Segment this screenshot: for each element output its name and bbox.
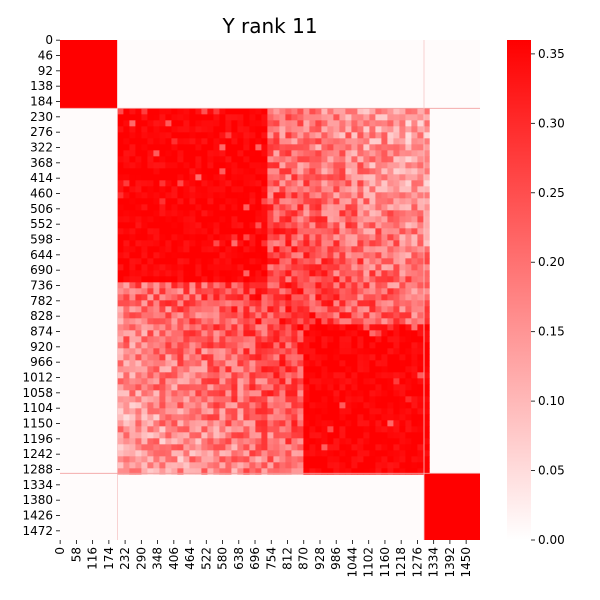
y-tick-label: 138 bbox=[30, 79, 53, 93]
y-tick-label: 322 bbox=[30, 141, 53, 155]
x-tick-label: 1044 bbox=[345, 547, 359, 578]
y-tick-label: 184 bbox=[30, 95, 53, 109]
y-tick-label: 1012 bbox=[22, 371, 53, 385]
colorbar-tick-label: 0.25 bbox=[538, 186, 565, 200]
x-tick-label: 1276 bbox=[410, 547, 424, 578]
y-tick-label: 1150 bbox=[22, 417, 53, 431]
colorbar-tick-label: 0.20 bbox=[538, 255, 565, 269]
x-tick-label: 1102 bbox=[362, 547, 376, 578]
x-tick-label: 812 bbox=[281, 547, 295, 570]
colorbar-tick-label: 0.05 bbox=[538, 464, 565, 478]
y-tick-label: 782 bbox=[30, 294, 53, 308]
heatmap-texture bbox=[117, 108, 430, 475]
x-tick-label: 638 bbox=[232, 547, 246, 570]
x-tick-label: 1160 bbox=[378, 547, 392, 578]
y-tick-label: 1472 bbox=[22, 524, 53, 538]
y-tick-label: 1334 bbox=[22, 478, 53, 492]
y-tick-label: 1242 bbox=[22, 447, 53, 461]
x-tick-label: 1450 bbox=[459, 547, 473, 578]
x-tick-label: 580 bbox=[216, 547, 230, 570]
y-tick-label: 1426 bbox=[22, 509, 53, 523]
x-tick-label: 986 bbox=[329, 547, 343, 570]
y-tick-label: 414 bbox=[30, 171, 53, 185]
y-tick-label: 0 bbox=[45, 33, 53, 47]
y-tick-label: 598 bbox=[30, 233, 53, 247]
colorbar-tick-label: 0.15 bbox=[538, 325, 565, 339]
y-tick-label: 368 bbox=[30, 156, 53, 170]
x-tick-label: 1334 bbox=[427, 547, 441, 578]
y-tick-label: 690 bbox=[30, 263, 53, 277]
colorbar-tick-label: 0.10 bbox=[538, 394, 565, 408]
y-tick-label: 92 bbox=[38, 64, 53, 78]
y-tick-label: 460 bbox=[30, 187, 53, 201]
x-tick-label: 522 bbox=[199, 547, 213, 570]
y-tick-label: 552 bbox=[30, 217, 53, 231]
y-tick-label: 874 bbox=[30, 325, 53, 339]
x-tick-label: 58 bbox=[69, 547, 83, 562]
x-tick-label: 754 bbox=[264, 547, 278, 570]
y-tick-label: 230 bbox=[30, 110, 53, 124]
x-tick-label: 116 bbox=[86, 547, 100, 570]
y-tick-label: 736 bbox=[30, 279, 53, 293]
x-tick-label: 406 bbox=[167, 547, 181, 570]
heatmap-matrix bbox=[60, 40, 480, 540]
colorbar-gradient bbox=[507, 40, 531, 540]
x-tick-label: 1392 bbox=[443, 547, 457, 578]
y-tick-label: 828 bbox=[30, 309, 53, 323]
x-tick-label: 928 bbox=[313, 547, 327, 570]
colorbar-tick-label: 0.35 bbox=[538, 47, 565, 61]
x-tick-label: 174 bbox=[102, 547, 116, 570]
y-tick-label: 920 bbox=[30, 340, 53, 354]
y-tick-label: 644 bbox=[30, 248, 53, 262]
x-tick-label: 696 bbox=[248, 547, 262, 570]
y-tick-label: 1288 bbox=[22, 463, 53, 477]
x-tick-label: 290 bbox=[134, 547, 148, 570]
y-tick-label: 46 bbox=[38, 49, 53, 63]
x-axis: 0 58 116 174 232 290 348 406 464 522 580 638 696 754 8… bbox=[53, 540, 473, 578]
x-tick-label: 870 bbox=[297, 547, 311, 570]
x-tick-label: 464 bbox=[183, 547, 197, 570]
y-tick-label: 276 bbox=[30, 125, 53, 139]
colorbar-tick-label: 0.00 bbox=[538, 533, 565, 547]
colorbar-tick-label: 0.30 bbox=[538, 116, 565, 130]
heatmap-block-1 bbox=[60, 40, 118, 109]
y-tick-label: 1104 bbox=[22, 401, 53, 415]
x-tick-label: 0 bbox=[53, 547, 67, 555]
x-tick-label: 348 bbox=[151, 547, 165, 570]
y-tick-label: 1380 bbox=[22, 493, 53, 507]
heatmap-block-3 bbox=[424, 473, 480, 540]
x-tick-label: 1218 bbox=[394, 547, 408, 578]
chart-title: Y rank 11 bbox=[221, 14, 317, 38]
y-tick-label: 1058 bbox=[22, 386, 53, 400]
y-tick-label: 966 bbox=[30, 355, 53, 369]
y-tick-label: 1196 bbox=[22, 432, 53, 446]
x-tick-label: 232 bbox=[118, 547, 132, 570]
y-tick-label: 506 bbox=[30, 202, 53, 216]
colorbar: 0.00 0.05 0.10 0.15 0.20 0.25 0.30 0.35 bbox=[507, 40, 565, 547]
